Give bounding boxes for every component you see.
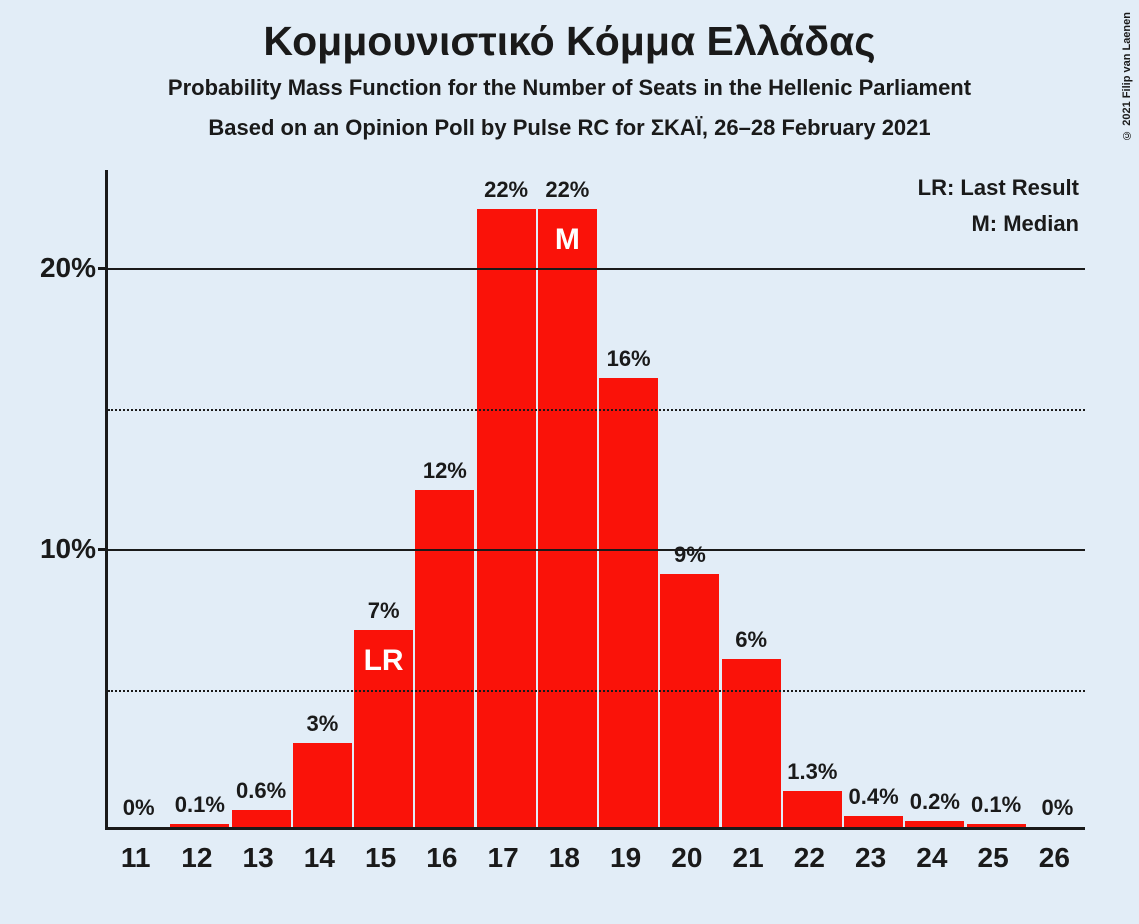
chart-title: Κομμουνιστικό Κόμμα Ελλάδας xyxy=(0,0,1139,65)
bar: 0.1% xyxy=(967,824,1026,827)
chart-subtitle-2: Based on an Opinion Poll by Pulse RC for… xyxy=(0,115,1139,141)
bar: 1.3% xyxy=(783,791,842,828)
x-tick-label: 22 xyxy=(794,842,825,874)
bar-value-label: 7% xyxy=(368,598,400,630)
bar: 9% xyxy=(660,574,719,827)
bar: 7%LR xyxy=(354,630,413,827)
x-tick-label: 11 xyxy=(121,842,151,874)
bar: 6% xyxy=(722,659,781,828)
bar-value-label: 0.4% xyxy=(849,784,899,816)
copyright-text: © 2021 Filip van Laenen xyxy=(1121,12,1133,141)
x-tick-label: 25 xyxy=(978,842,1009,874)
bar-value-label: 1.3% xyxy=(787,759,837,791)
bar-value-label: 3% xyxy=(306,711,338,743)
x-tick-label: 17 xyxy=(488,842,519,874)
bar-value-label: 12% xyxy=(423,458,467,490)
x-tick-label: 19 xyxy=(610,842,641,874)
bar: 0.4% xyxy=(844,816,903,827)
bar: 22% xyxy=(477,209,536,827)
bar-value-label: 0.6% xyxy=(236,778,286,810)
bar-value-label: 0.1% xyxy=(971,792,1021,824)
bar-value-label: 16% xyxy=(607,346,651,378)
chart-subtitle-1: Probability Mass Function for the Number… xyxy=(0,75,1139,101)
bar-value-label: 6% xyxy=(735,627,767,659)
x-tick-label: 18 xyxy=(549,842,580,874)
bar-value-label: 0% xyxy=(1041,795,1073,827)
bar-value-label: 22% xyxy=(484,177,528,209)
gridline-major xyxy=(108,268,1085,270)
x-tick-label: 20 xyxy=(671,842,702,874)
bar-value-label: 0% xyxy=(123,795,155,827)
y-tick-mark xyxy=(98,267,108,270)
x-tick-label: 13 xyxy=(243,842,274,874)
x-tick-label: 26 xyxy=(1039,842,1070,874)
x-tick-label: 14 xyxy=(304,842,335,874)
x-tick-label: 15 xyxy=(365,842,396,874)
bar: 16% xyxy=(599,378,658,827)
chart-plot-area: 0%0.1%0.6%3%7%LR12%22%22%M16%9%6%1.3%0.4… xyxy=(105,170,1085,830)
x-tick-label: 12 xyxy=(181,842,212,874)
bar-value-label: 9% xyxy=(674,542,706,574)
bar: 0.1% xyxy=(170,824,229,827)
y-tick-mark xyxy=(98,548,108,551)
bar: 22%M xyxy=(538,209,597,827)
bar-annotation: M xyxy=(555,223,580,257)
bar-value-label: 0.1% xyxy=(175,792,225,824)
x-tick-label: 16 xyxy=(426,842,457,874)
bar-value-label: 22% xyxy=(545,177,589,209)
bar: 0.6% xyxy=(232,810,291,827)
gridline-minor xyxy=(108,690,1085,692)
bar: 0.2% xyxy=(905,821,964,827)
x-tick-label: 23 xyxy=(855,842,886,874)
bar: 3% xyxy=(293,743,352,827)
bar: 12% xyxy=(415,490,474,827)
gridline-minor xyxy=(108,409,1085,411)
bar-value-label: 0.2% xyxy=(910,789,960,821)
x-tick-label: 21 xyxy=(733,842,764,874)
x-tick-label: 24 xyxy=(916,842,947,874)
bar-annotation: LR xyxy=(364,644,404,678)
gridline-major xyxy=(108,549,1085,551)
